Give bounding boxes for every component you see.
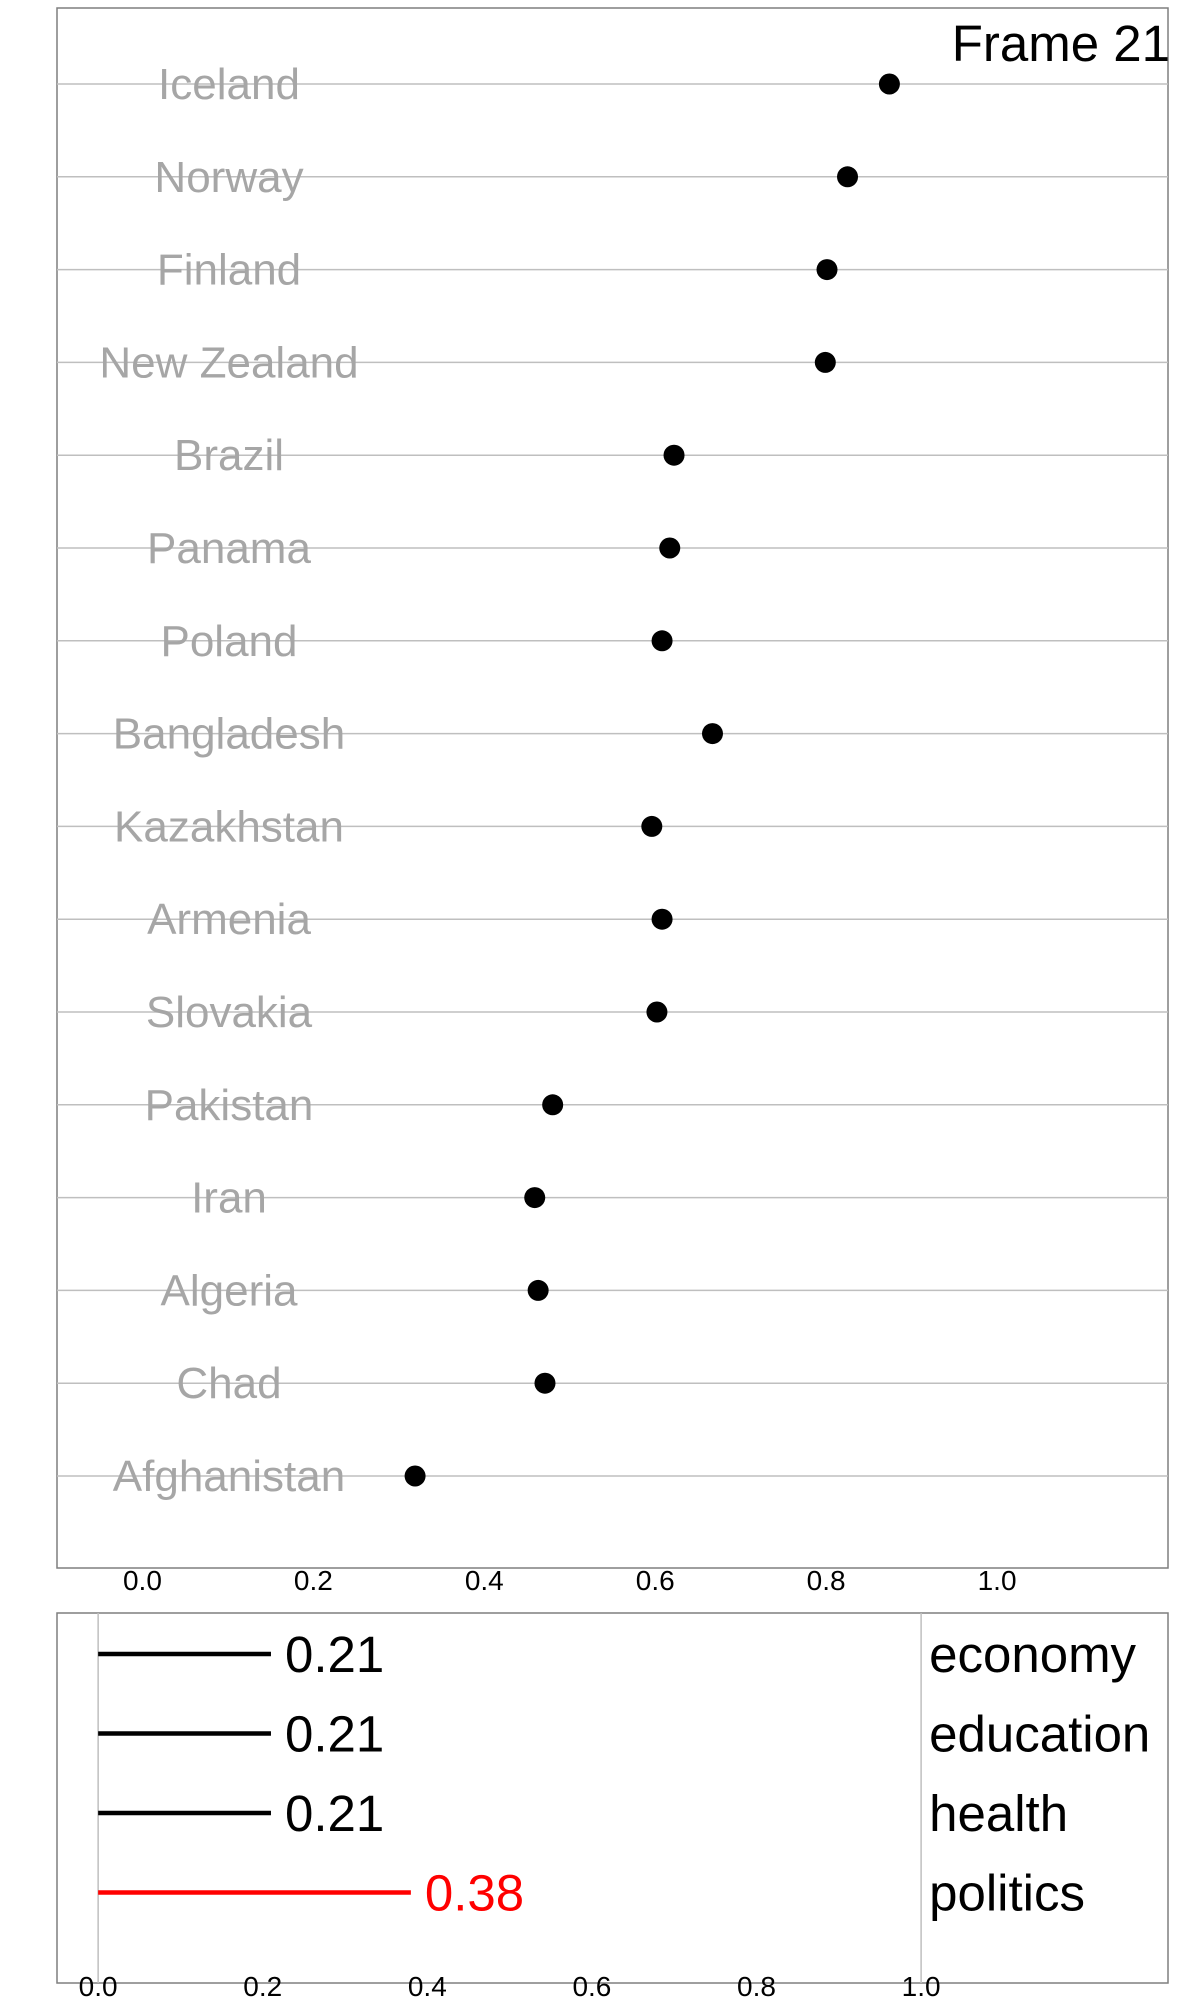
- data-point: [641, 815, 663, 837]
- x-tick-labels-bottom: 0.0 0.2 0.4 0.6 0.8 1.0: [79, 1971, 941, 2000]
- x-tick-label: 0.8: [807, 1565, 846, 1596]
- weight-value-labels: 0.21 0.21 0.21 0.38: [285, 1626, 524, 1922]
- country-label: Iceland: [158, 60, 300, 109]
- country-label: Panama: [147, 524, 311, 573]
- country-label: Slovakia: [146, 988, 313, 1037]
- weight-value: 0.38: [425, 1865, 524, 1922]
- data-point: [878, 73, 900, 95]
- dot-plot-panel: Frame 21 Iceland Norway Finland New Zealand…: [56, 7, 1170, 1596]
- data-point: [534, 1372, 556, 1394]
- weight-category: economy: [929, 1626, 1136, 1683]
- weight-value: 0.21: [285, 1785, 384, 1842]
- country-label: Chad: [176, 1359, 281, 1408]
- data-point: [404, 1465, 426, 1487]
- data-point: [651, 908, 673, 930]
- weight-bars: [98, 1651, 411, 1895]
- country-label: Poland: [160, 617, 297, 666]
- country-label: Norway: [154, 153, 303, 202]
- country-label: Iran: [191, 1174, 267, 1223]
- data-point: [814, 351, 836, 373]
- data-point: [646, 1001, 668, 1023]
- x-tick-label: 1.0: [978, 1565, 1017, 1596]
- x-tick-label-bottom: 0.0: [79, 1971, 118, 2000]
- weight-category: education: [929, 1706, 1150, 1763]
- data-point: [527, 1279, 549, 1301]
- x-tick-label-bottom: 0.8: [737, 1971, 776, 2000]
- x-tick-label: 0.6: [636, 1565, 675, 1596]
- country-label: Pakistan: [145, 1081, 314, 1130]
- data-point: [524, 1187, 546, 1209]
- weight-value: 0.21: [285, 1626, 384, 1683]
- x-tick-label: 0.2: [294, 1565, 333, 1596]
- weight-value: 0.21: [285, 1706, 384, 1763]
- frame-label: Frame 21: [952, 15, 1170, 72]
- data-point: [651, 630, 673, 652]
- x-tick-labels: 0.0 0.2 0.4 0.6 0.8 1.0: [123, 1565, 1017, 1596]
- dot-plot-frame: [56, 7, 1169, 1569]
- data-point: [659, 537, 681, 559]
- weights-panel: 0.21 0.21 0.21 0.38 economy education health p…: [56, 1612, 1169, 2000]
- country-label: Afghanistan: [113, 1452, 345, 1501]
- weight-category-labels: economy education health politics: [929, 1626, 1150, 1922]
- x-tick-label-bottom: 0.4: [408, 1971, 447, 2000]
- data-point: [663, 444, 685, 466]
- gridlines: [57, 83, 1168, 1477]
- country-label: Armenia: [147, 895, 311, 944]
- x-tick-label-bottom: 0.6: [572, 1971, 611, 2000]
- data-point: [542, 1094, 564, 1116]
- weight-category: politics: [929, 1865, 1085, 1922]
- x-tick-label-bottom: 0.2: [243, 1971, 282, 2000]
- data-points: [404, 73, 900, 1487]
- weight-category: health: [929, 1785, 1068, 1842]
- country-label: Bangladesh: [113, 710, 345, 759]
- country-label: New Zealand: [99, 338, 358, 387]
- weights-frame: [56, 1612, 1169, 1984]
- data-point: [816, 259, 838, 281]
- country-label: Finland: [157, 246, 301, 295]
- x-tick-label: 0.0: [123, 1565, 162, 1596]
- country-label: Brazil: [174, 431, 284, 480]
- data-point: [701, 723, 723, 745]
- data-point: [837, 166, 859, 188]
- country-label: Kazakhstan: [114, 802, 344, 851]
- x-tick-label: 0.4: [465, 1565, 504, 1596]
- x-tick-label-bottom: 1.0: [902, 1971, 941, 2000]
- reference-lines: [97, 1613, 922, 1983]
- country-label: Algeria: [161, 1266, 298, 1315]
- country-labels: Iceland Norway Finland New Zealand Brazil Pan…: [99, 60, 358, 1501]
